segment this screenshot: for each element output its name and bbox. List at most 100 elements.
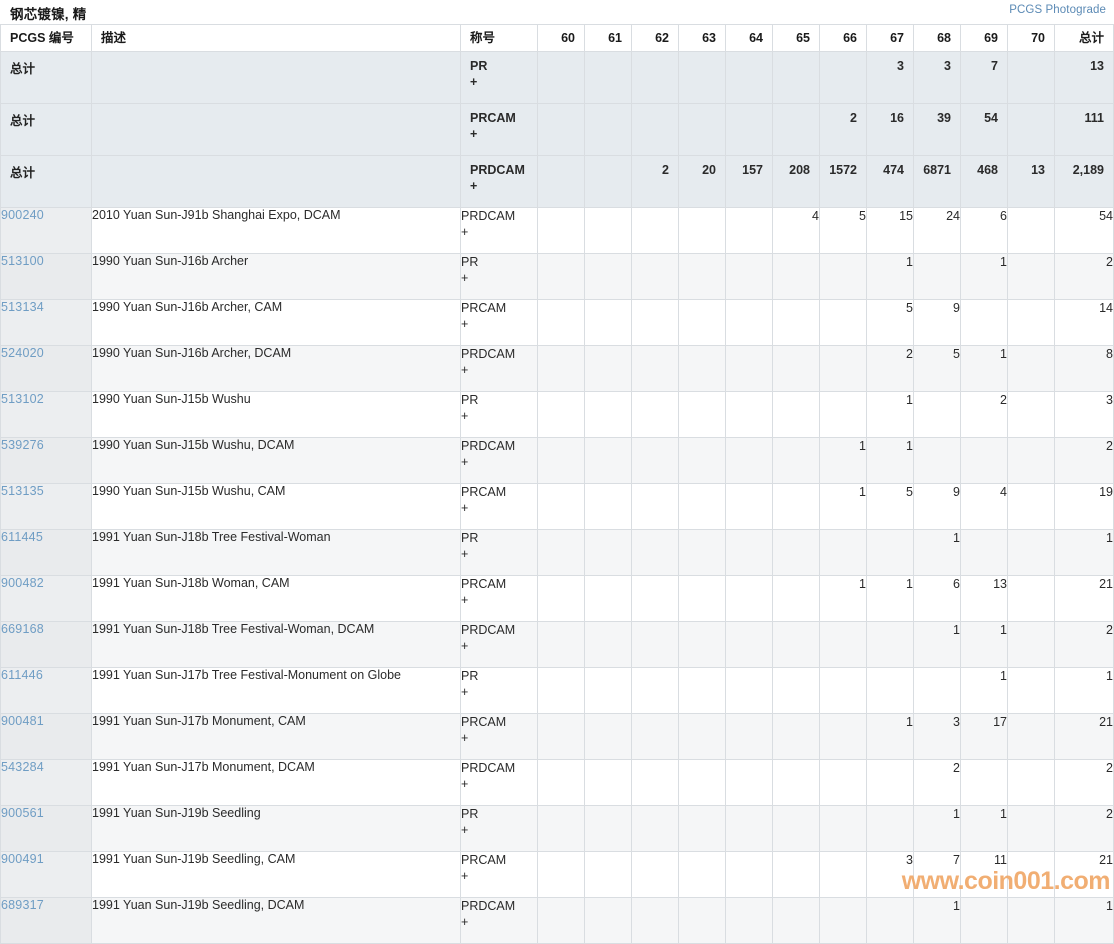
cell-pcgs-number: 900491 xyxy=(0,851,92,898)
cell-row-total: 2 xyxy=(1054,805,1114,852)
column-header-grade-62[interactable]: 62 xyxy=(631,24,679,52)
column-header-designation[interactable]: 称号 xyxy=(460,24,538,52)
cell-grade-67: 1 xyxy=(866,437,914,484)
pcgs-number-link[interactable]: 900491 xyxy=(1,852,44,867)
pcgs-number-link[interactable]: 543284 xyxy=(1,760,44,775)
table-row: 900491 1991 Yuan Sun-J19b Seedling, CAM PR… xyxy=(0,851,1114,898)
pcgs-number-link[interactable]: 900240 xyxy=(1,208,44,223)
cell-grade-65 xyxy=(772,805,820,852)
cell-grade-65 xyxy=(772,103,820,156)
cell-row-total: 2,189 xyxy=(1054,155,1114,208)
cell-pcgs-number: 524020 xyxy=(0,345,92,392)
cell-grade-68: 2 xyxy=(913,759,961,806)
column-header-grade-69[interactable]: 69 xyxy=(960,24,1008,52)
cell-grade-66 xyxy=(819,299,867,346)
column-header-grade-65[interactable]: 65 xyxy=(772,24,820,52)
cell-grade-70 xyxy=(1007,759,1055,806)
column-header-grade-60[interactable]: 60 xyxy=(537,24,585,52)
cell-grade-70 xyxy=(1007,575,1055,622)
pcgs-number-link[interactable]: 689317 xyxy=(1,898,44,913)
cell-pcgs-number: 611445 xyxy=(0,529,92,576)
cell-grade-70 xyxy=(1007,207,1055,254)
cell-grade-63 xyxy=(678,897,726,944)
pcgs-number-link[interactable]: 539276 xyxy=(1,438,44,453)
pcgs-number-link[interactable]: 900481 xyxy=(1,714,44,729)
pcgs-photograde-link[interactable]: PCGS Photograde xyxy=(1009,4,1106,16)
cell-grade-70 xyxy=(1007,621,1055,668)
cell-grade-70 xyxy=(1007,483,1055,530)
cell-description: 1990 Yuan Sun-J15b Wushu, DCAM xyxy=(91,437,461,484)
cell-grade-65 xyxy=(772,621,820,668)
cell-grade-62 xyxy=(631,299,679,346)
column-header-grade-67[interactable]: 67 xyxy=(866,24,914,52)
cell-grade-66 xyxy=(819,759,867,806)
cell-grade-68: 7 xyxy=(913,851,961,898)
pcgs-number-link[interactable]: 524020 xyxy=(1,346,44,361)
column-header-description[interactable]: 描述 xyxy=(91,24,461,52)
cell-grade-61 xyxy=(584,51,632,104)
cell-grade-61 xyxy=(584,667,632,714)
cell-grade-69: 1 xyxy=(960,345,1008,392)
cell-grade-65 xyxy=(772,345,820,392)
cell-grade-68: 6871 xyxy=(913,155,961,208)
cell-grade-68: 9 xyxy=(913,299,961,346)
total-row: 总计 PRCAM + 2 16 39 54 111 xyxy=(0,103,1114,156)
column-header-grade-66[interactable]: 66 xyxy=(819,24,867,52)
cell-grade-67: 1 xyxy=(866,575,914,622)
cell-grade-69: 13 xyxy=(960,575,1008,622)
cell-grade-62 xyxy=(631,391,679,438)
cell-grade-70: 13 xyxy=(1007,155,1055,208)
cell-designation: PRDCAM + xyxy=(460,897,538,944)
column-header-grade-68[interactable]: 68 xyxy=(913,24,961,52)
cell-grade-63 xyxy=(678,299,726,346)
cell-grade-69: 1 xyxy=(960,667,1008,714)
page-title: 钢芯镀镍, 精 xyxy=(10,7,87,22)
cell-grade-69: 2 xyxy=(960,391,1008,438)
pcgs-number-link[interactable]: 611445 xyxy=(1,530,43,545)
cell-grade-65 xyxy=(772,299,820,346)
designation-plus: + xyxy=(461,455,469,469)
total-row: 总计 PRDCAM + 2 20 157 208 1572 474 6871 468 13 2,189 xyxy=(0,155,1114,208)
column-header-total[interactable]: 总计 xyxy=(1054,24,1114,52)
pcgs-number-link[interactable]: 900482 xyxy=(1,576,44,591)
cell-grade-67 xyxy=(866,897,914,944)
cell-pcgs-number: 513100 xyxy=(0,253,92,300)
cell-grade-64 xyxy=(725,575,773,622)
cell-grade-67: 1 xyxy=(866,253,914,300)
cell-grade-63: 20 xyxy=(678,155,726,208)
cell-grade-63 xyxy=(678,805,726,852)
pcgs-number-link[interactable]: 611446 xyxy=(1,668,43,683)
table-header: PCGS 编号 描述 称号 60 61 62 63 64 65 66 67 68… xyxy=(0,24,1114,52)
cell-grade-60 xyxy=(537,759,585,806)
cell-grade-64 xyxy=(725,483,773,530)
cell-grade-62 xyxy=(631,253,679,300)
cell-grade-64 xyxy=(725,207,773,254)
column-header-grade-63[interactable]: 63 xyxy=(678,24,726,52)
cell-grade-70 xyxy=(1007,253,1055,300)
cell-grade-69: 4 xyxy=(960,483,1008,530)
cell-description: 1991 Yuan Sun-J18b Tree Festival-Woman, … xyxy=(91,621,461,668)
pcgs-number-link[interactable]: 513100 xyxy=(1,254,44,269)
cell-row-total: 54 xyxy=(1054,207,1114,254)
pcgs-number-link[interactable]: 669168 xyxy=(1,622,44,637)
cell-grade-62 xyxy=(631,437,679,484)
cell-grade-60 xyxy=(537,529,585,576)
cell-grade-61 xyxy=(584,529,632,576)
cell-grade-70 xyxy=(1007,51,1055,104)
cell-row-total: 21 xyxy=(1054,713,1114,760)
column-header-grade-70[interactable]: 70 xyxy=(1007,24,1055,52)
cell-grade-62 xyxy=(631,667,679,714)
column-header-grade-64[interactable]: 64 xyxy=(725,24,773,52)
cell-grade-61 xyxy=(584,207,632,254)
table-row: 900561 1991 Yuan Sun-J19b Seedling PR +1 1 2 xyxy=(0,805,1114,852)
column-header-grade-61[interactable]: 61 xyxy=(584,24,632,52)
pcgs-number-link[interactable]: 900561 xyxy=(1,806,44,821)
cell-grade-68 xyxy=(913,391,961,438)
pcgs-number-link[interactable]: 513135 xyxy=(1,484,44,499)
cell-grade-62 xyxy=(631,575,679,622)
cell-grade-70 xyxy=(1007,851,1055,898)
pcgs-number-link[interactable]: 513102 xyxy=(1,392,44,407)
column-header-pcgs-number[interactable]: PCGS 编号 xyxy=(0,24,92,52)
cell-grade-67 xyxy=(866,621,914,668)
pcgs-number-link[interactable]: 513134 xyxy=(1,300,44,315)
